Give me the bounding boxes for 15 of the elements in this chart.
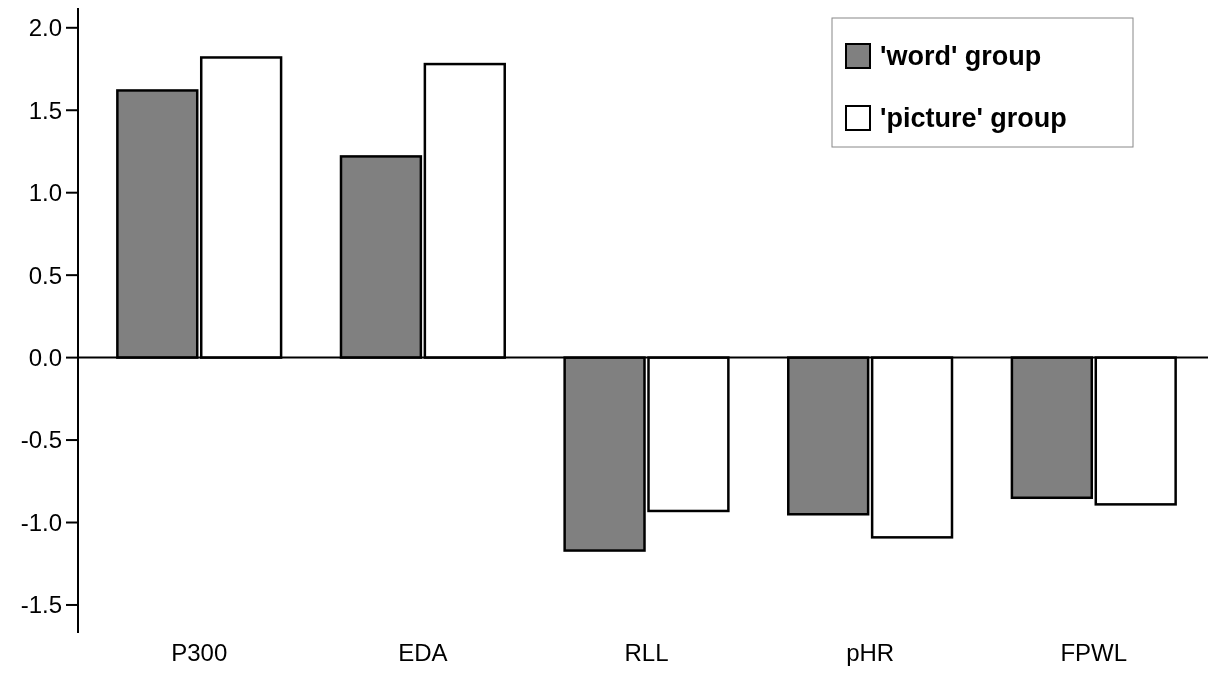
y-tick-label: -1.0 <box>20 508 62 536</box>
y-tick-label: 2.0 <box>28 14 62 42</box>
x-tick-label: pHR <box>846 639 895 666</box>
y-tick-label: 0.5 <box>28 261 62 289</box>
x-tick-label: P300 <box>171 639 228 666</box>
x-tick-label: EDA <box>398 639 448 666</box>
y-tick-label: 0.0 <box>28 344 62 371</box>
legend-label: 'word' group <box>880 41 1042 72</box>
y-tick-label: 1.5 <box>28 96 62 124</box>
y-tick-label: 1.0 <box>28 179 62 207</box>
legend-label: 'picture' group <box>880 103 1067 134</box>
y-tick-label: -1.5 <box>20 591 62 619</box>
y-tick-label: -0.5 <box>20 426 62 454</box>
x-tick-label: FPWL <box>1060 639 1128 666</box>
x-tick-label: RLL <box>624 639 669 666</box>
